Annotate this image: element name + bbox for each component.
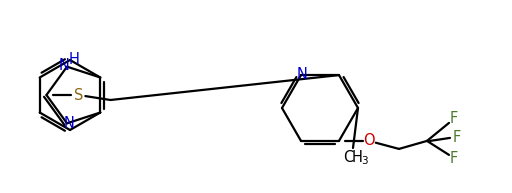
Text: 3: 3 — [360, 156, 367, 166]
Text: F: F — [450, 152, 458, 166]
Text: H: H — [69, 52, 79, 67]
Text: F: F — [450, 111, 458, 126]
Text: C: C — [343, 151, 353, 166]
Text: S: S — [74, 87, 83, 102]
Text: N: N — [63, 116, 74, 131]
Text: N: N — [58, 58, 70, 73]
Text: F: F — [453, 130, 461, 145]
Text: O: O — [363, 133, 375, 148]
Text: H: H — [352, 151, 362, 166]
Text: N: N — [296, 67, 307, 82]
